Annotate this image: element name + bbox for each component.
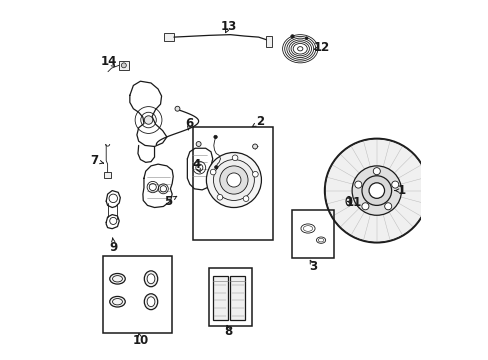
Circle shape [384,203,391,210]
Bar [209,268,251,327]
Circle shape [219,166,247,194]
Circle shape [391,181,398,188]
Ellipse shape [147,297,155,307]
Bar [104,172,111,178]
Ellipse shape [144,294,158,310]
Bar [265,36,271,47]
Text: 6: 6 [185,117,194,130]
Circle shape [206,153,261,207]
Circle shape [361,176,391,206]
Text: 14: 14 [100,55,117,68]
Bar [212,276,227,320]
Text: 3: 3 [308,260,317,273]
Bar [193,127,272,240]
Text: 7: 7 [90,154,99,167]
Circle shape [121,63,126,68]
Circle shape [210,169,216,175]
Bar [119,61,128,69]
Circle shape [351,166,401,215]
Circle shape [226,173,241,187]
Circle shape [305,37,307,40]
Text: 11: 11 [345,197,361,210]
Text: 5: 5 [164,195,172,208]
Bar [103,256,172,333]
Text: 8: 8 [224,325,232,338]
Text: 12: 12 [313,41,329,54]
Text: 2: 2 [256,115,264,128]
Circle shape [144,116,152,124]
Ellipse shape [144,271,158,287]
Ellipse shape [109,296,125,307]
Ellipse shape [109,274,125,284]
Circle shape [214,166,218,169]
Circle shape [243,196,248,202]
Text: 10: 10 [132,334,148,347]
Circle shape [324,138,428,243]
Circle shape [372,168,380,175]
Ellipse shape [147,274,155,284]
Bar [291,210,334,258]
Circle shape [252,144,257,149]
Circle shape [232,155,238,161]
Text: 1: 1 [397,184,405,197]
Circle shape [217,194,223,200]
Bar [230,276,244,320]
Circle shape [213,159,254,201]
Circle shape [196,141,201,147]
Text: 9: 9 [110,240,118,253]
Circle shape [361,203,368,210]
Text: 4: 4 [192,158,201,171]
Circle shape [290,35,294,38]
Circle shape [252,171,258,177]
Circle shape [213,135,217,139]
Bar [164,33,174,41]
Circle shape [354,181,361,188]
Text: 13: 13 [220,20,236,33]
Circle shape [175,106,180,111]
Circle shape [368,183,384,198]
